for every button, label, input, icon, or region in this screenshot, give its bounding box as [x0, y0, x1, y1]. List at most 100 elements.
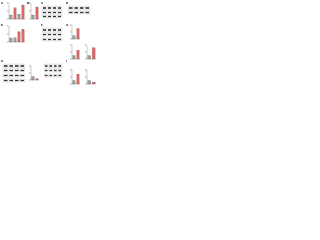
y-tick-label: 4: [70, 24, 71, 26]
bar: [13, 37, 17, 43]
blot-band: [20, 65, 24, 67]
bar: [31, 76, 35, 81]
panel-label: G: [66, 23, 69, 27]
blot-band: [9, 65, 13, 67]
bar: [76, 50, 80, 60]
y-tick-label: 2: [29, 72, 30, 74]
blot-band: [58, 29, 61, 31]
y-tick-label: 0: [29, 79, 30, 81]
blot-band: [45, 65, 48, 67]
y-tick-label: 0: [70, 58, 71, 60]
blot-band: [48, 29, 51, 31]
bar: [92, 47, 96, 60]
blot-band: [48, 15, 51, 18]
blot-band: [58, 33, 61, 36]
bar: [72, 35, 76, 40]
bar: [72, 55, 76, 60]
blot-band: [54, 74, 57, 77]
blot-band: [54, 69, 57, 72]
blot-band: [9, 74, 13, 77]
blot-band: [15, 79, 19, 82]
blot-band: [80, 7, 84, 9]
y-tick-label: 0: [7, 41, 8, 43]
blot-band: [58, 69, 61, 72]
blot-band: [43, 38, 46, 41]
panel-label: D: [66, 1, 69, 5]
bar: [9, 14, 13, 20]
blot-frame: [41, 10, 63, 15]
blot-band: [58, 15, 61, 18]
y-tick-label: 2: [70, 31, 71, 33]
blot-frame: [41, 27, 63, 33]
blot-frame: [43, 68, 63, 73]
blot-band: [49, 74, 52, 77]
y-tick-label: 4: [7, 2, 8, 4]
blot-band: [69, 7, 73, 9]
blot-frame: [2, 63, 26, 69]
blot-band: [48, 7, 51, 9]
blot-frame: [41, 14, 63, 19]
y-tick-label: 2: [85, 76, 86, 78]
blot-band: [43, 33, 46, 36]
bar: [35, 78, 39, 81]
blot-band: [45, 74, 48, 77]
bar: [35, 6, 39, 20]
blot-band: [48, 33, 51, 36]
y-tick-label: 2: [70, 76, 71, 78]
panel-label: A: [1, 1, 4, 5]
bar: [17, 14, 21, 20]
y-tick-label: 0: [29, 18, 30, 20]
blot-band: [49, 65, 52, 67]
panel-label: C: [41, 1, 44, 5]
blot-frame: [41, 32, 63, 37]
panel-label: H: [1, 59, 3, 63]
blot-band: [53, 11, 56, 14]
blot-band: [58, 11, 61, 14]
blot-band: [20, 69, 24, 72]
bar: [92, 82, 96, 85]
blot-frame: [67, 5, 91, 11]
panel-label: F: [41, 23, 43, 27]
panel-label: E: [1, 23, 3, 27]
y-tick-label: 2: [29, 10, 30, 12]
blot-band: [43, 29, 46, 31]
blot-frame: [2, 78, 26, 83]
blot-band: [53, 33, 56, 36]
blot-band: [15, 69, 19, 72]
y-tick-label: 0: [7, 18, 8, 20]
y-tick-label: 4: [70, 69, 71, 71]
blot-band: [53, 15, 56, 18]
blot-band: [43, 7, 46, 9]
blot-band: [15, 65, 19, 67]
bar: [21, 29, 25, 43]
blot-frame: [2, 68, 26, 73]
bar: [31, 14, 35, 20]
blot-band: [9, 79, 13, 82]
bar: [76, 74, 80, 85]
bar: [9, 37, 13, 43]
y-tick-label: 4: [7, 25, 8, 27]
y-tick-label: 0: [70, 83, 71, 85]
y-tick-label: 0: [70, 38, 71, 40]
blot-band: [74, 7, 78, 9]
y-tick-label: 4: [29, 65, 30, 67]
blot-band: [20, 79, 24, 82]
blot-band: [45, 69, 48, 72]
blot-band: [48, 38, 51, 41]
blot-frame: [67, 10, 91, 15]
y-tick-label: 2: [85, 51, 86, 53]
bar: [76, 28, 80, 40]
bar: [72, 80, 76, 85]
bar: [87, 80, 91, 85]
blot-band: [43, 15, 46, 18]
blot-band: [48, 11, 51, 14]
blot-band: [15, 74, 19, 77]
blot-band: [58, 38, 61, 41]
blot-band: [85, 11, 89, 14]
y-tick-label: 4: [85, 44, 86, 46]
blot-band: [20, 74, 24, 77]
y-tick-label: 4: [85, 69, 86, 71]
bar: [87, 55, 91, 60]
